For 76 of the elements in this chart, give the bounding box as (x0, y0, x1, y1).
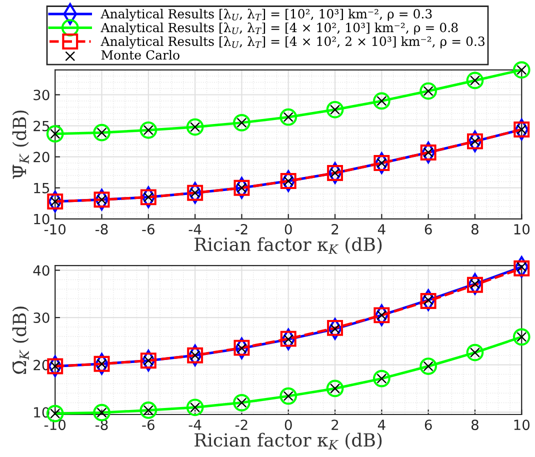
point (187, 184, 204, 201)
y-tick-label: 40 (33, 265, 50, 276)
y-axis-title: Ω̄$_{K}$ (dB) (12, 306, 29, 374)
point (374, 307, 390, 324)
x-tick-label: 8 (471, 420, 478, 430)
point (466, 72, 484, 90)
point (233, 114, 250, 132)
x-tick-label: 4 (378, 224, 386, 234)
point (372, 92, 390, 110)
x-tick-label: 6 (424, 420, 432, 430)
point (280, 173, 296, 190)
x-tick-label: -6 (142, 420, 154, 430)
x-tick-label: -4 (188, 420, 202, 430)
y-axis-title: Ψ̄$_{K}$ (dB) (12, 110, 29, 179)
x-tick-label: -6 (142, 224, 154, 235)
x-tick-label: 8 (471, 224, 478, 235)
point (420, 358, 438, 375)
y-tick-label: 10 (34, 214, 50, 224)
point (512, 328, 530, 346)
point (233, 394, 250, 412)
point (186, 118, 204, 136)
y-tick-label: 30 (34, 90, 50, 100)
legend-label: Monte Carlo (101, 50, 180, 60)
point (327, 164, 344, 181)
legend-label: Analytical Results [λ$_{U}$, λ$_{T}$] = [4 × 10², 10³] km⁻², ρ = 0.8 (100, 22, 458, 35)
point (466, 344, 484, 362)
x-tick-label: 4 (378, 420, 386, 430)
point (372, 370, 390, 388)
point (47, 194, 64, 210)
x-tick-label: 6 (424, 224, 432, 235)
point (466, 276, 483, 293)
point (374, 155, 390, 172)
point (94, 356, 110, 372)
point (234, 340, 250, 356)
point (186, 398, 204, 416)
x-tick-label: 10 (514, 420, 530, 430)
point (420, 144, 436, 160)
point (326, 380, 344, 398)
point (280, 108, 298, 126)
point (94, 192, 110, 208)
point (327, 320, 344, 336)
x-axis-title: Rician factor κ$_{K}$ (dB) (194, 432, 382, 450)
point (466, 133, 483, 150)
point (280, 387, 298, 405)
x-axis-title: Rician factor κ$_{K}$ (dB) (194, 237, 382, 254)
point (187, 347, 204, 364)
point (93, 124, 110, 142)
point (140, 352, 156, 369)
point (140, 189, 156, 206)
point (93, 404, 110, 422)
y-tick-label: 15 (34, 183, 50, 194)
point (234, 180, 250, 196)
point (420, 293, 436, 309)
x-tick-label: 10 (514, 224, 530, 235)
point (140, 121, 158, 139)
legend-label: Analytical Results [λ$_{U}$, λ$_{T}$] = [10², 10³] km⁻², ρ = 0.3 (100, 8, 432, 22)
point (512, 61, 530, 79)
y-tick-label: 25 (34, 120, 50, 132)
x-tick-label: 2 (332, 420, 338, 430)
x-tick-label: -8 (96, 224, 108, 235)
x-tick-label: -2 (235, 224, 248, 234)
x-tick-label: 0 (284, 224, 292, 235)
point (280, 330, 296, 347)
point (420, 82, 438, 100)
legend-label: Analytical Results [λ$_{U}$, λ$_{T}$] = [4 × 10², 2 × 10³] km⁻², ρ = 0.3 (100, 36, 484, 49)
y-tick-label: 20 (34, 152, 50, 162)
point (326, 100, 344, 118)
point (514, 260, 530, 276)
x-tick-label: -4 (188, 224, 202, 234)
point (514, 122, 530, 138)
y-tick-label: 30 (34, 312, 50, 324)
x-tick-label: 0 (284, 420, 292, 430)
x-tick-label: 2 (332, 224, 338, 234)
x-tick-label: -2 (235, 420, 248, 430)
point (140, 402, 158, 419)
x-tick-label: -10 (44, 224, 66, 235)
